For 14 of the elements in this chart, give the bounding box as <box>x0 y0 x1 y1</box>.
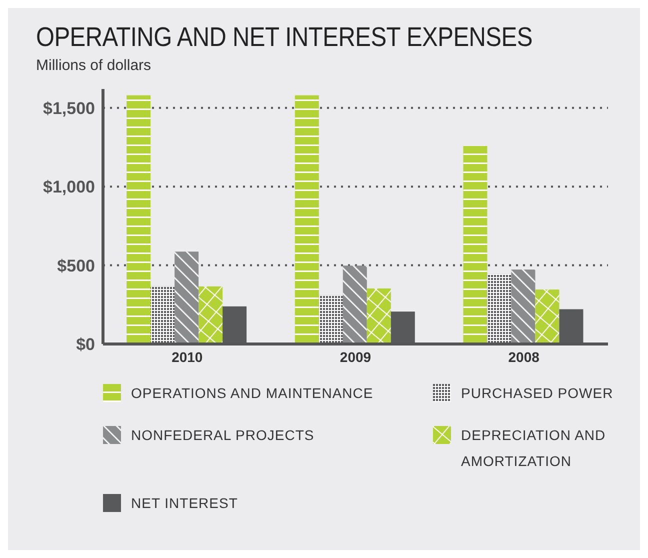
legend-label: PURCHASED POWER <box>461 384 614 403</box>
legend-label: NONFEDERAL PROJECTS <box>131 426 314 445</box>
legend-label: OPERATIONS AND MAINTENANCE <box>131 384 374 403</box>
legend-label: NET INTEREST <box>131 494 238 513</box>
x-tick-label: 2009 <box>340 348 372 365</box>
legend-label: DEPRECIATION AND AMORTIZATION <box>461 426 607 471</box>
y-tick-label: $1,500 <box>43 98 95 118</box>
chart-title: OPERATING AND NET INTEREST EXPENSES <box>36 22 534 53</box>
x-tick-label: 2010 <box>172 348 203 365</box>
chart-subtitle: Millions of dollars <box>36 57 152 74</box>
y-tick-label: $0 <box>76 335 95 354</box>
y-tick-label: $500 <box>57 256 95 276</box>
y-tick-label: $1,000 <box>43 178 95 197</box>
x-tick-label: 2008 <box>508 348 540 365</box>
